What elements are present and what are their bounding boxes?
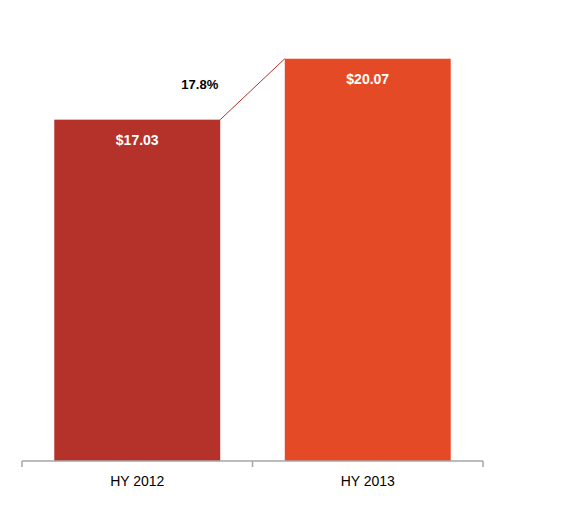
data-label: $20.07 — [346, 71, 389, 87]
chart-svg: $17.03 $20.07 17.8% HY 2012 HY 2013 — [0, 0, 567, 531]
x-tick-label: HY 2013 — [341, 473, 395, 489]
x-tick-divider — [252, 461, 254, 467]
x-tick-label: HY 2012 — [110, 473, 164, 489]
annotation: 17.8% — [181, 77, 218, 92]
x-tick-divider — [482, 461, 484, 467]
bars — [54, 59, 450, 461]
bar — [54, 120, 220, 461]
chart-container: $17.03 $20.07 17.8% HY 2012 HY 2013 — [0, 0, 567, 531]
bar — [285, 59, 451, 461]
growth-connector — [220, 59, 285, 120]
x-tick-divider — [21, 461, 23, 467]
data-label: $17.03 — [116, 132, 159, 148]
